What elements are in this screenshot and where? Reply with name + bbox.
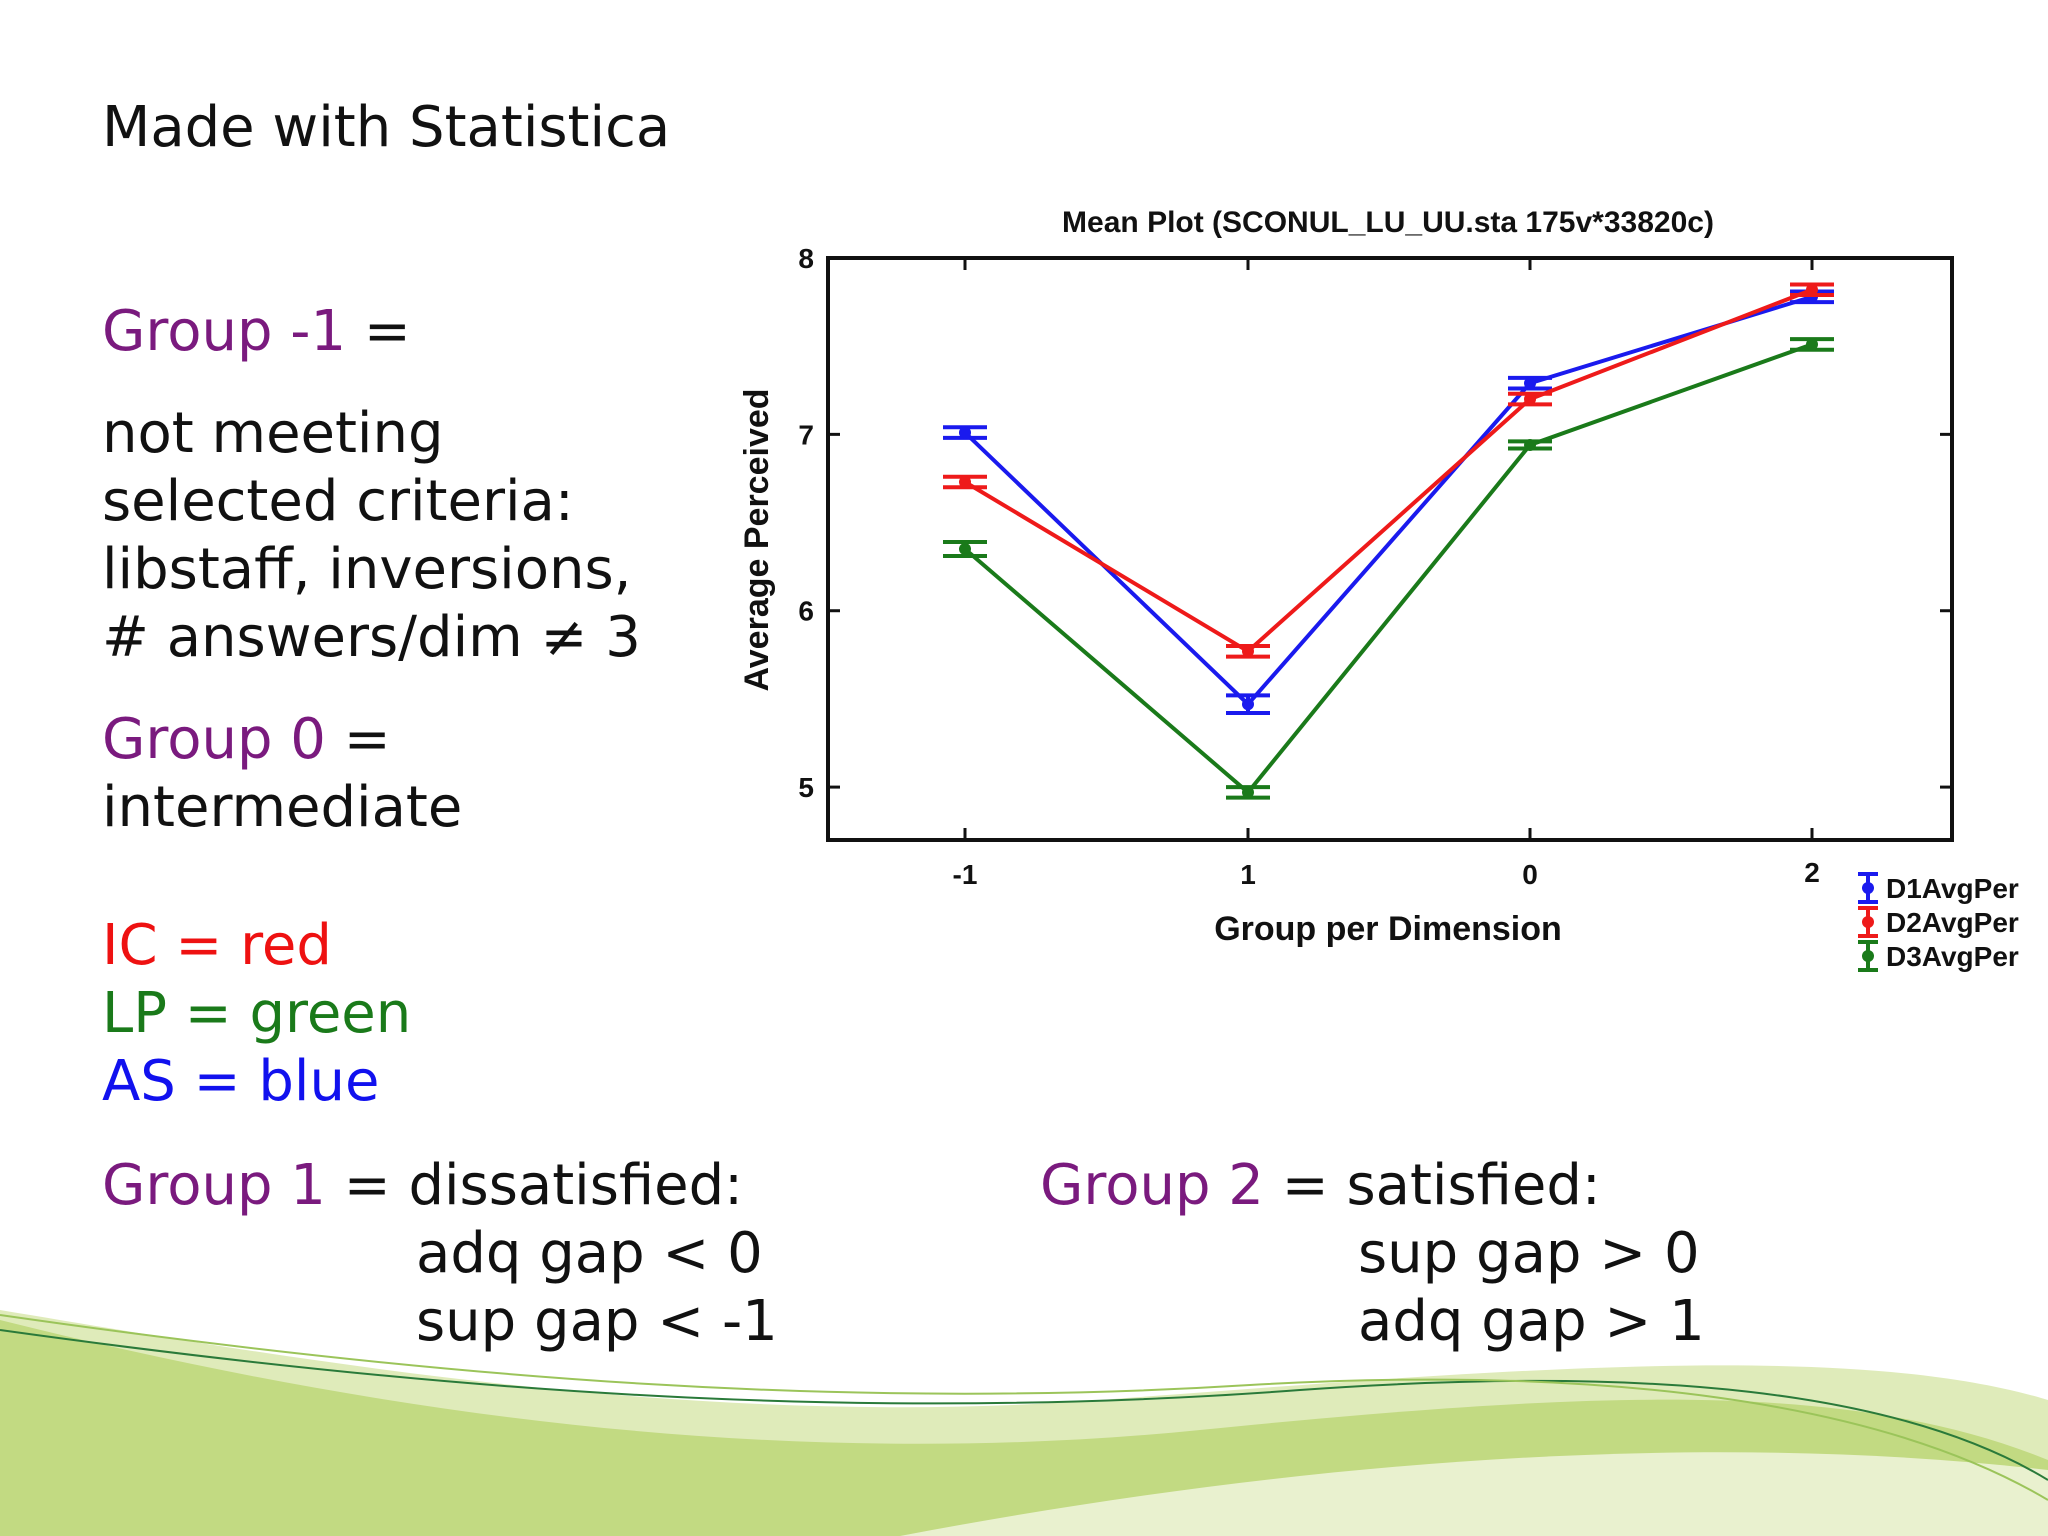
data-point bbox=[959, 426, 971, 439]
group1-label: Group 1 bbox=[102, 1153, 326, 1218]
group-neg1-label: Group -1 bbox=[102, 299, 347, 364]
x-tick-label: 2 bbox=[1804, 857, 1820, 888]
data-point bbox=[1242, 698, 1254, 711]
group-neg1-desc-4: # answers/dim ≠ 3 bbox=[102, 605, 641, 670]
legend-map-as: AS = blue bbox=[102, 1049, 380, 1114]
data-point bbox=[1242, 786, 1254, 799]
data-point bbox=[1524, 438, 1536, 451]
y-tick-label: 8 bbox=[798, 243, 814, 274]
group2-line: Group 2 = satisfied: bbox=[1040, 1152, 1601, 1220]
y-tick-label: 6 bbox=[798, 596, 814, 627]
group-neg1-line: Group -1 = bbox=[102, 298, 411, 366]
x-tick-label: 0 bbox=[1522, 859, 1538, 890]
group-neg1-desc-2: selected criteria: bbox=[102, 469, 574, 534]
legend-item: D2AvgPer bbox=[1858, 906, 2019, 938]
legend-item: D3AvgPer bbox=[1858, 940, 2019, 972]
legend-item: D1AvgPer bbox=[1858, 872, 2019, 904]
group1-cond-2: sup gap < -1 bbox=[416, 1289, 778, 1354]
legend-label: D2AvgPer bbox=[1886, 907, 2019, 938]
y-tick-label: 5 bbox=[798, 772, 814, 803]
data-point bbox=[1524, 393, 1536, 406]
x-tick-label: -1 bbox=[953, 859, 978, 890]
group0-line: Group 0 = bbox=[102, 706, 391, 774]
data-point bbox=[1806, 283, 1818, 296]
y-tick-label: 7 bbox=[798, 419, 814, 450]
series-line bbox=[963, 342, 1813, 796]
series-line bbox=[963, 287, 1813, 654]
legend-label: D3AvgPer bbox=[1886, 941, 2019, 972]
slide-heading: Made with Statistica bbox=[102, 95, 671, 160]
group-neg1-eq: = bbox=[346, 299, 411, 364]
series-D2AvgPer bbox=[943, 282, 1834, 659]
plot-frame bbox=[826, 256, 1954, 842]
data-point bbox=[959, 543, 971, 555]
x-tick-label: 1 bbox=[1240, 859, 1256, 890]
group2-cond-2: adq gap > 1 bbox=[1358, 1289, 1705, 1354]
group1-cond-1: adq gap < 0 bbox=[416, 1221, 763, 1286]
chart-title: Mean Plot (SCONUL_LU_UU.sta 175v*33820c) bbox=[1062, 206, 1714, 239]
data-point bbox=[1242, 645, 1254, 658]
group0-eq: = bbox=[325, 707, 391, 772]
group1-rest: = dissatisfied: bbox=[325, 1153, 744, 1218]
legend-map-lp: LP = green bbox=[102, 981, 412, 1046]
group-neg1-desc-3: libstaff, inversions, bbox=[102, 537, 632, 602]
y-axis-label: Average Perceived bbox=[738, 388, 776, 691]
group2-cond-1: sup gap > 0 bbox=[1358, 1221, 1700, 1286]
group1-line: Group 1 = dissatisfied: bbox=[102, 1152, 743, 1220]
series-D3AvgPer bbox=[943, 337, 1834, 800]
group2-rest: = satisfied: bbox=[1263, 1153, 1601, 1218]
legend-map-ic: IC = red bbox=[102, 913, 332, 978]
group0-label: Group 0 bbox=[102, 707, 326, 772]
data-point bbox=[959, 475, 971, 488]
x-axis-label: Group per Dimension bbox=[1214, 910, 1562, 948]
mean-plot-chart: Mean Plot (SCONUL_LU_UU.sta 175v*33820c)… bbox=[738, 206, 2019, 972]
data-point bbox=[1524, 377, 1536, 390]
data-point bbox=[1806, 338, 1818, 351]
group-neg1-desc-1: not meeting bbox=[102, 401, 444, 466]
legend-label: D1AvgPer bbox=[1886, 873, 2019, 904]
group0-desc: intermediate bbox=[102, 775, 463, 840]
group2-label: Group 2 bbox=[1040, 1153, 1264, 1218]
